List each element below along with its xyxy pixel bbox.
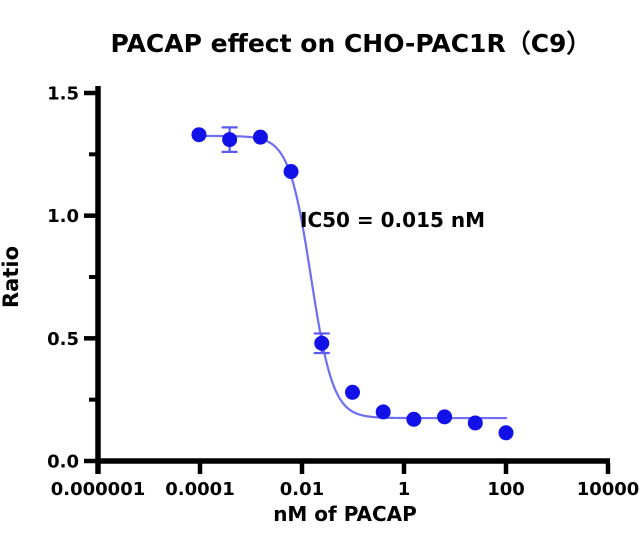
x-tick-label: 100 — [487, 479, 525, 500]
data-point — [467, 415, 483, 431]
data-point — [283, 164, 299, 180]
y-tick-label: 1.5 — [47, 84, 79, 105]
tick-labels: 0.0 0.5 1.0 1.5 0.000001 0.0001 0.01 1 100 10000 — [47, 84, 639, 501]
y-tick-label: 0.5 — [47, 329, 79, 350]
axes — [95, 86, 610, 474]
data-point — [344, 384, 360, 400]
x-tick-label: 0.0001 — [165, 479, 234, 500]
y-tick-label: 0.0 — [47, 452, 79, 473]
data-point — [314, 335, 330, 351]
x-tick-label: 1 — [398, 479, 411, 500]
x-tick-label: 10000 — [577, 479, 640, 500]
data-point — [222, 132, 238, 148]
data-point — [375, 404, 391, 420]
fit-curve-path — [195, 134, 508, 420]
data-point — [437, 409, 453, 425]
fit-curve — [195, 134, 508, 420]
x-axis-label: nM of PACAP — [273, 502, 417, 526]
error-bars — [221, 126, 330, 355]
data-point — [498, 425, 514, 441]
axis-ticks — [84, 90, 611, 474]
data-point — [191, 127, 207, 143]
x-tick-label: 0.000001 — [51, 479, 146, 500]
ic50-annotation: IC50 = 0.015 nM — [300, 208, 485, 232]
data-point — [252, 129, 268, 145]
y-axis-label: Ratio — [0, 246, 23, 308]
data-points — [191, 127, 514, 441]
chart-title: PACAP effect on CHO-PAC1R（C9） — [111, 29, 592, 58]
data-point — [406, 411, 422, 427]
x-tick-label: 0.01 — [280, 479, 324, 500]
y-tick-label: 1.0 — [47, 206, 79, 227]
